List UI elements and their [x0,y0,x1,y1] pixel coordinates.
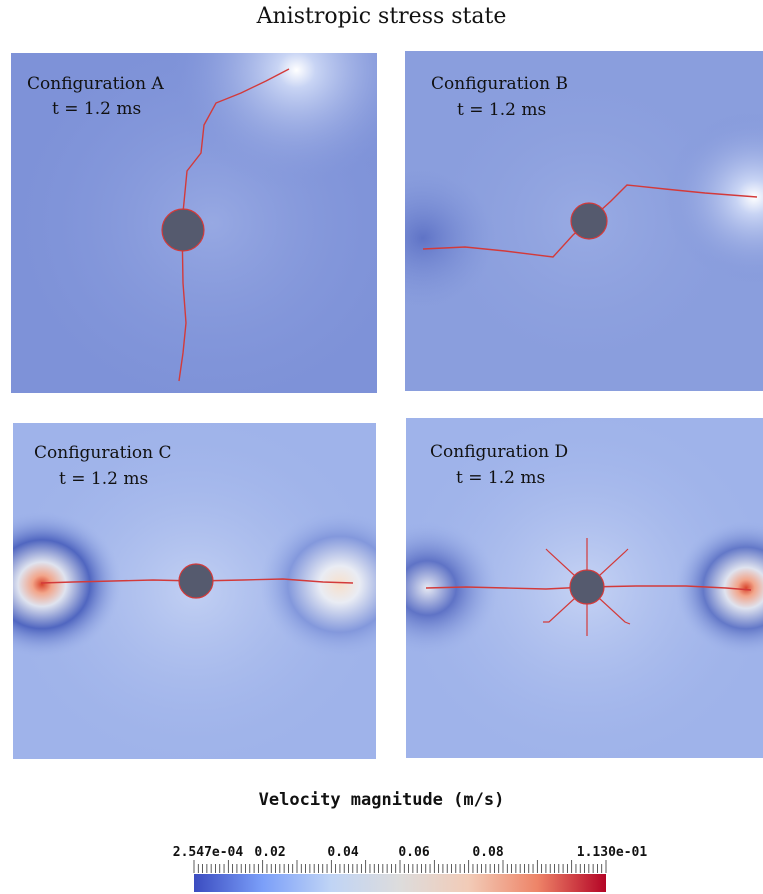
panel-time-d: t = 1.2 ms [456,468,546,488]
velocity-field-c [13,423,376,759]
colorbar-max-label: 1.130e-01 [576,845,648,860]
velocity-field-d [406,418,763,758]
colorbar-min-label: 2.547e-04 [172,845,244,860]
panel-configuration-d: Configuration D t = 1.2 ms [406,418,763,758]
colorbar-tick-label: 0.02 [254,845,286,860]
panel-label-d: Configuration D [430,442,569,462]
colorbar-ticks [193,860,607,873]
legend-title: Velocity magnitude (m/s) [258,790,505,810]
hole-a [161,208,205,252]
panel-time-c: t = 1.2 ms [59,469,149,489]
panel-label-b: Configuration B [431,74,568,94]
hole-b [570,202,608,240]
crack-path-a [178,68,290,382]
figure-title: Anistropic stress state [256,4,507,29]
panel-configuration-c: Configuration C t = 1.2 ms [13,423,376,759]
colorbar-tick-label: 0.08 [472,845,504,860]
panel-configuration-b: Configuration B t = 1.2 ms [405,51,763,391]
panel-time-a: t = 1.2 ms [52,99,142,119]
hole-c [178,563,214,599]
colorbar-tick-label: 0.04 [327,845,359,860]
panel-configuration-a: Configuration A t = 1.2 ms [11,53,377,393]
hole-d [569,569,605,605]
panel-label-c: Configuration C [34,443,172,463]
panel-label-a: Configuration A [27,74,164,94]
velocity-field-b [405,51,763,391]
colorbar-gradient [194,874,606,892]
velocity-field-a [11,53,377,393]
panel-time-b: t = 1.2 ms [457,100,547,120]
colorbar-tick-label: 0.06 [398,845,430,860]
colorbar [193,860,607,892]
